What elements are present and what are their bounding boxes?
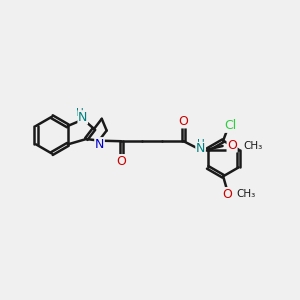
Text: N: N (95, 138, 104, 151)
Text: CH₃: CH₃ (236, 189, 256, 199)
Text: N: N (196, 142, 205, 155)
Text: O: O (179, 115, 189, 128)
Text: Cl: Cl (224, 119, 237, 132)
Text: N: N (78, 111, 87, 124)
Text: CH₃: CH₃ (243, 141, 262, 151)
Text: O: O (222, 188, 232, 201)
Text: H: H (197, 139, 205, 149)
Text: H: H (76, 108, 84, 118)
Text: O: O (116, 155, 126, 168)
Text: O: O (227, 139, 237, 152)
